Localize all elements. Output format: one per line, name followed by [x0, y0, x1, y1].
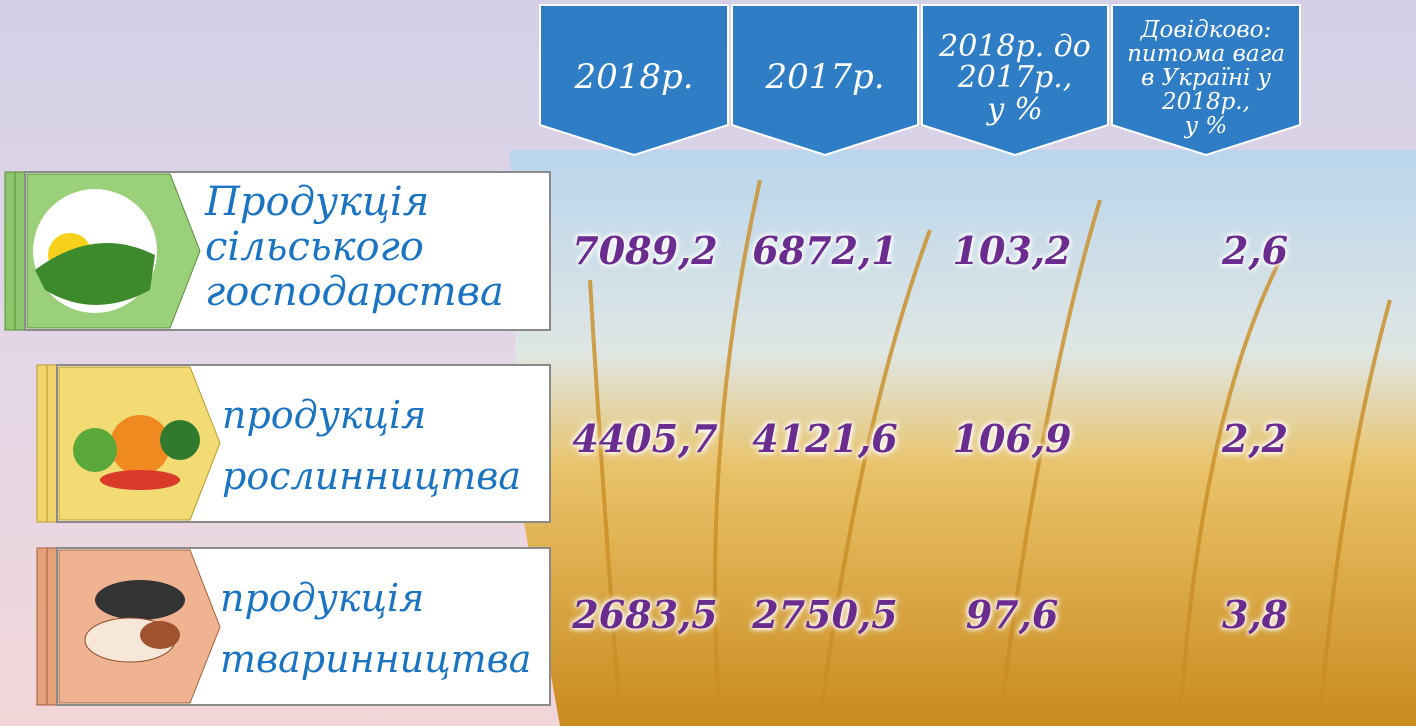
cell-value: 106,9 — [912, 416, 1112, 461]
label-line: сільського — [205, 225, 504, 270]
row-label: Продукція сільського господарства — [205, 180, 504, 314]
header-cell: 2018р. до 2017р., у % — [922, 8, 1108, 148]
cell-value: 2,2 — [1155, 416, 1355, 461]
cell-value: 4121,6 — [725, 416, 925, 461]
cell-value: 2683,5 — [545, 592, 745, 637]
cell-value: 6872,1 — [725, 228, 925, 273]
header-line: 2017р., — [958, 62, 1073, 94]
header-cell: 2017р. — [732, 8, 918, 148]
cell-value: 7089,2 — [545, 228, 745, 273]
label-line: господарства — [205, 270, 504, 315]
cell-value: 3,8 — [1155, 592, 1355, 637]
cell-value: 2,6 — [1155, 228, 1355, 273]
header-line: питома вага — [1127, 42, 1285, 66]
label-line: рослинництва — [222, 446, 521, 507]
label-line: продукція — [220, 568, 531, 629]
cell-value: 2750,5 — [725, 592, 925, 637]
header-line: 2018р. — [574, 60, 693, 96]
header-line: 2017р. — [765, 60, 884, 96]
label-line: Продукція — [205, 180, 504, 225]
header-line: в Україні у 2018р., — [1110, 66, 1302, 114]
cell-value: 4405,7 — [545, 416, 745, 461]
header-cell: 2018р. — [541, 8, 727, 148]
cell-value: 103,2 — [912, 228, 1112, 273]
header-cell: Довідково: питома вага в Україні у 2018р… — [1110, 8, 1302, 148]
slide: 2018р. 2017р. 2018р. до 2017р., у % Дові… — [0, 0, 1416, 726]
header-line: у % — [1185, 114, 1228, 138]
header-line: Довідково: — [1141, 18, 1271, 42]
cell-value: 97,6 — [912, 592, 1112, 637]
header-line: у % — [987, 94, 1042, 126]
row-label: продукція тваринництва — [220, 568, 531, 690]
header-line: 2018р. до — [939, 31, 1091, 63]
label-line: продукція — [222, 385, 521, 446]
label-line: тваринництва — [220, 629, 531, 690]
row-label: продукція рослинництва — [222, 385, 521, 507]
